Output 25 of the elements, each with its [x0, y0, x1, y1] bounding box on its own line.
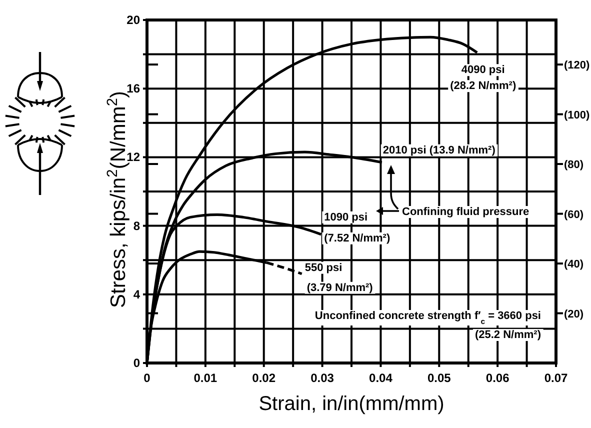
- series-label: 550 psi (3.79 N/mm²): [304, 262, 374, 294]
- x-tick-label: 0.06: [486, 371, 510, 385]
- y2-tick-label: (80): [564, 159, 584, 172]
- x-tick-label: 0.05: [427, 371, 452, 385]
- x-tick-label: 0.01: [194, 371, 218, 385]
- text: 4090 psi (28.2 N/mm²): [450, 64, 516, 92]
- x-tick-label: 0.03: [310, 371, 334, 385]
- annotation: Confining fluid pressure: [402, 206, 530, 218]
- x-tick-label: 0.02: [252, 371, 276, 385]
- y2-tick-label: (60): [564, 208, 584, 221]
- y2-tick-label: (40): [564, 258, 584, 271]
- y-tick-label: 8: [133, 218, 140, 233]
- y-tick-label: 4: [133, 287, 140, 302]
- y-tick-label: 20: [126, 13, 140, 27]
- y-tick-label: 0: [133, 356, 140, 370]
- x-tick-label: 0.07: [544, 371, 568, 385]
- x-tick-label: 0: [144, 371, 151, 385]
- y2-tick-label: (120): [564, 60, 590, 72]
- x-tick-label: 0.04: [369, 371, 393, 385]
- y2-tick-label: (20): [564, 308, 584, 320]
- series-label: 2010 psi (13.9 N/mm²): [382, 144, 496, 156]
- x-axis-title: Strain, in/in(mm/mm): [258, 393, 444, 415]
- annotation: Unconfined concrete strength f′$_{c}$ = 3660 psi (25.2 N/mm²): [314, 310, 542, 341]
- legend-label: 1090 psi (7.52 N/mm²): [324, 211, 390, 244]
- y2-tick-label: (100): [564, 109, 590, 122]
